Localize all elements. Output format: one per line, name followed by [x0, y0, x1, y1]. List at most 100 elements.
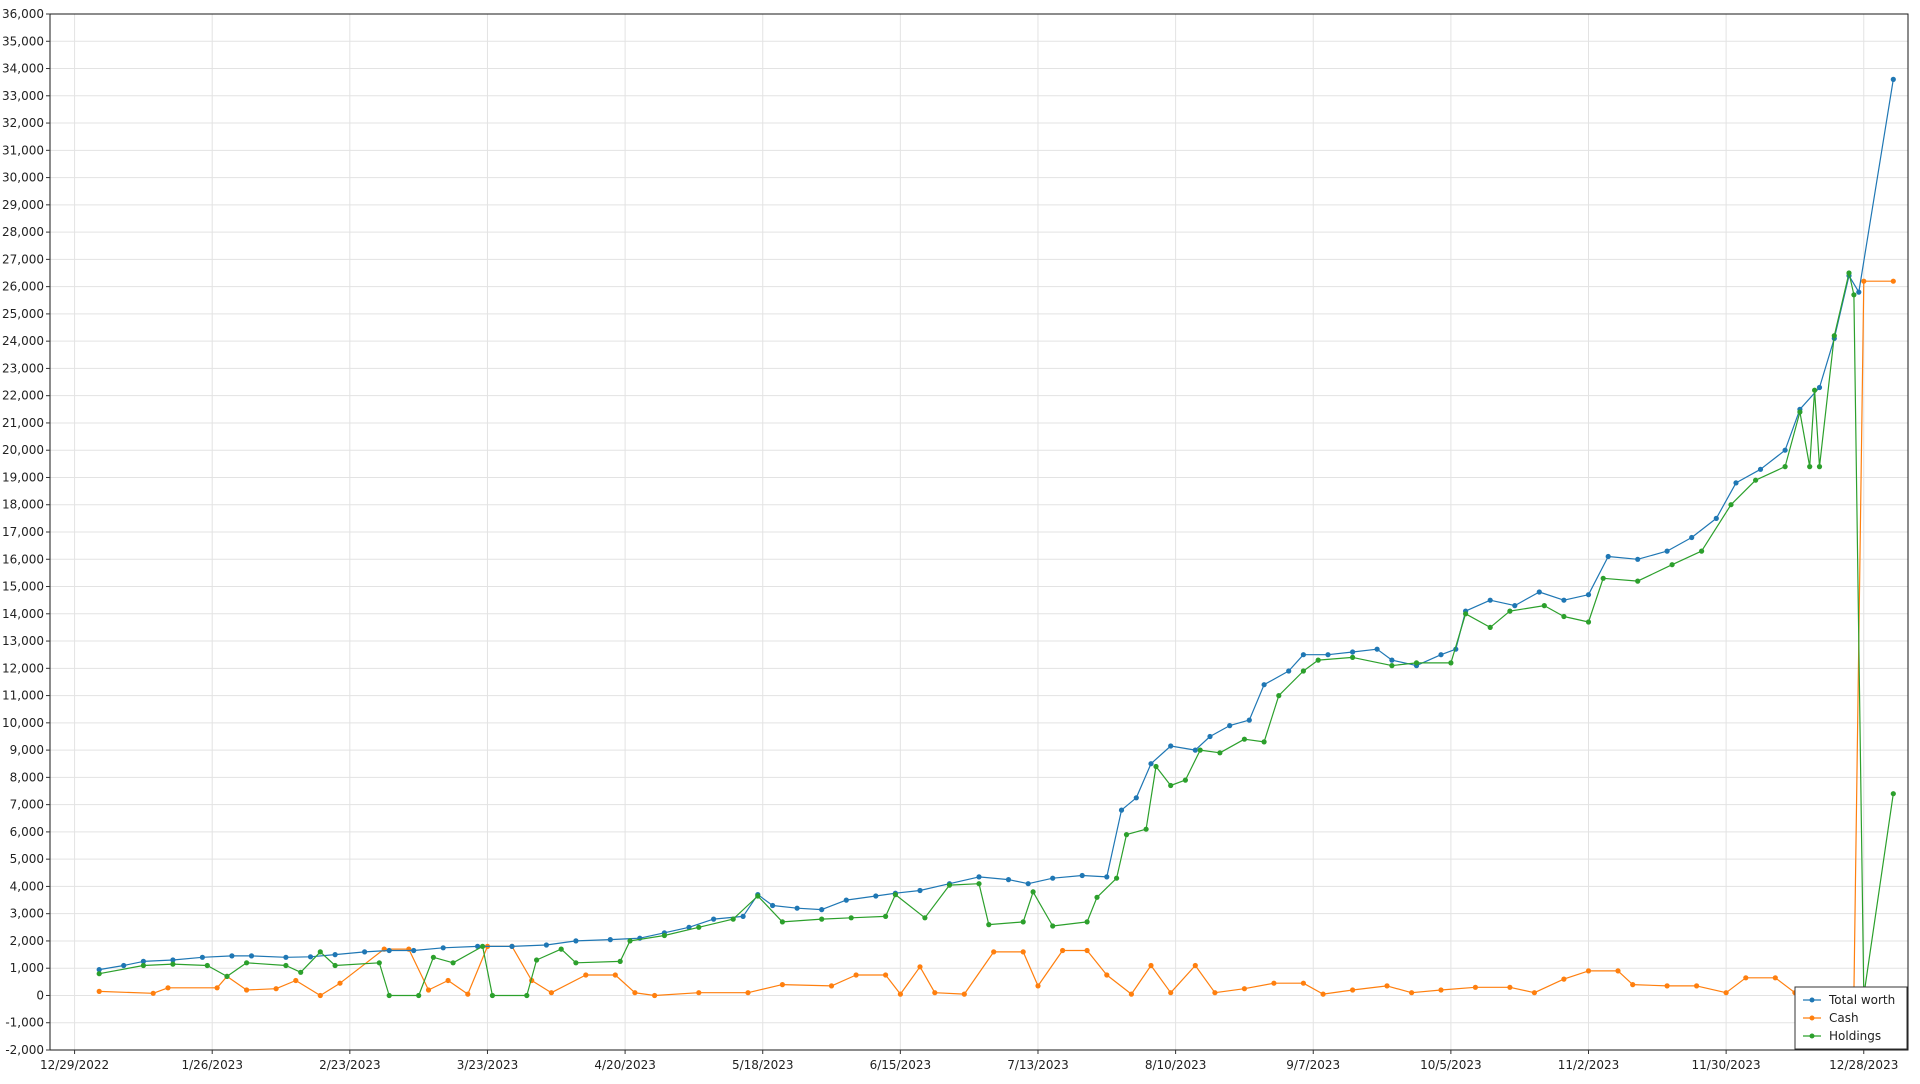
data-point-cash — [244, 987, 250, 993]
x-tick-label: 3/23/2023 — [457, 1058, 519, 1072]
data-point-cash — [1772, 975, 1778, 981]
data-point-holdings — [1217, 750, 1223, 756]
y-tick-label: 30,000 — [2, 171, 44, 185]
x-tick-label: 11/30/2023 — [1692, 1058, 1761, 1072]
data-point-cash — [612, 972, 618, 978]
data-point-total-worth — [1192, 747, 1198, 753]
data-point-holdings — [1782, 464, 1788, 470]
data-point-holdings — [416, 992, 422, 999]
data-point-holdings — [922, 915, 928, 921]
data-point-cash — [96, 988, 102, 995]
data-point-holdings — [892, 892, 899, 898]
data-point-holdings — [1807, 464, 1813, 470]
data-point-holdings — [1753, 477, 1759, 483]
data-point-total-worth — [386, 947, 392, 954]
y-tick-label: 0 — [36, 988, 44, 1002]
y-tick-label: 34,000 — [2, 62, 44, 76]
data-point-cash — [1350, 987, 1356, 993]
data-point-holdings — [1585, 619, 1592, 625]
data-point-total-worth — [1133, 795, 1139, 801]
data-point-holdings — [1635, 578, 1641, 584]
data-point-cash — [932, 990, 938, 996]
data-point-holdings — [450, 960, 456, 966]
data-point-holdings — [1315, 657, 1321, 663]
y-tick-label: 16,000 — [2, 552, 44, 566]
data-point-total-worth — [740, 913, 746, 920]
legend-item-total-worth[interactable]: Total worth — [1803, 993, 1895, 1007]
legend-marker-total-worth — [1809, 997, 1815, 1003]
data-point-cash — [445, 977, 451, 984]
data-point-holdings — [386, 992, 392, 999]
data-point-cash — [1861, 278, 1867, 284]
x-tick-label: 12/29/2022 — [40, 1058, 109, 1072]
data-point-holdings — [1197, 747, 1203, 753]
data-point-cash — [696, 990, 702, 996]
y-tick-label: 24,000 — [2, 334, 44, 348]
data-point-holdings — [1261, 739, 1267, 745]
data-point-holdings — [1084, 919, 1090, 925]
data-point-cash — [1060, 947, 1066, 954]
data-point-cash — [1890, 278, 1896, 284]
series-holdings — [96, 270, 1896, 999]
data-point-total-worth — [307, 954, 314, 960]
grid-layer — [50, 13, 1908, 1051]
data-point-cash — [883, 972, 889, 978]
data-point-cash — [1561, 976, 1567, 982]
data-point-holdings — [1463, 611, 1469, 617]
data-point-holdings — [1816, 464, 1823, 470]
y-tick-label: 36,000 — [2, 7, 44, 21]
legend-item-holdings[interactable]: Holdings — [1803, 1029, 1881, 1043]
data-point-holdings — [170, 961, 176, 967]
y-tick-label: 5,000 — [10, 852, 44, 866]
y-tick-label: 27,000 — [2, 252, 44, 266]
data-point-total-worth — [1079, 872, 1085, 879]
x-tick-label: 5/18/2023 — [732, 1058, 794, 1072]
data-point-total-worth — [1438, 652, 1444, 658]
data-point-total-worth — [475, 943, 481, 950]
x-tick-label: 2/23/2023 — [319, 1058, 381, 1072]
data-point-total-worth — [1733, 480, 1739, 486]
data-point-total-worth — [1118, 807, 1125, 813]
data-point-total-worth — [509, 943, 515, 950]
data-point-cash — [165, 985, 171, 991]
data-point-total-worth — [543, 942, 550, 948]
data-point-total-worth — [1635, 556, 1641, 562]
data-point-total-worth — [1227, 723, 1233, 729]
data-point-holdings — [1487, 624, 1493, 631]
data-point-cash — [1630, 982, 1636, 988]
data-point-total-worth — [1025, 881, 1031, 887]
data-point-holdings — [696, 924, 702, 930]
y-tick-label: 35,000 — [2, 34, 44, 48]
data-point-total-worth — [1104, 874, 1110, 880]
data-point-holdings — [244, 960, 250, 966]
data-point-total-worth — [1374, 646, 1380, 652]
data-point-cash — [1664, 983, 1670, 989]
data-point-cash — [1409, 990, 1415, 996]
data-point-cash — [632, 990, 638, 996]
data-point-total-worth — [1246, 717, 1252, 723]
data-point-cash — [853, 972, 859, 978]
y-tick-label: 2,000 — [10, 934, 44, 948]
data-point-cash — [273, 986, 279, 992]
data-point-holdings — [480, 943, 486, 950]
legend-item-cash[interactable]: Cash — [1803, 1011, 1859, 1025]
series-line-holdings — [99, 272, 1894, 997]
series-line-total-worth — [99, 79, 1894, 971]
data-point-holdings — [1020, 919, 1026, 925]
y-tick-label: 11,000 — [2, 689, 44, 703]
x-tick-label: 8/10/2023 — [1145, 1058, 1207, 1072]
data-point-cash — [1241, 986, 1247, 992]
data-point-holdings — [617, 958, 623, 965]
data-point-total-worth — [121, 962, 127, 969]
y-tick-label: 12,000 — [2, 661, 44, 675]
data-point-holdings — [848, 915, 854, 921]
series-cash — [96, 278, 1896, 999]
y-tick-label: 1,000 — [10, 961, 44, 975]
data-point-total-worth — [1536, 589, 1542, 595]
data-point-holdings — [298, 969, 304, 975]
data-point-total-worth — [332, 952, 338, 958]
legend[interactable]: Total worth Cash Holdings — [1794, 986, 1908, 1050]
data-point-holdings — [1728, 502, 1734, 508]
y-tick-label: 26,000 — [2, 280, 44, 294]
